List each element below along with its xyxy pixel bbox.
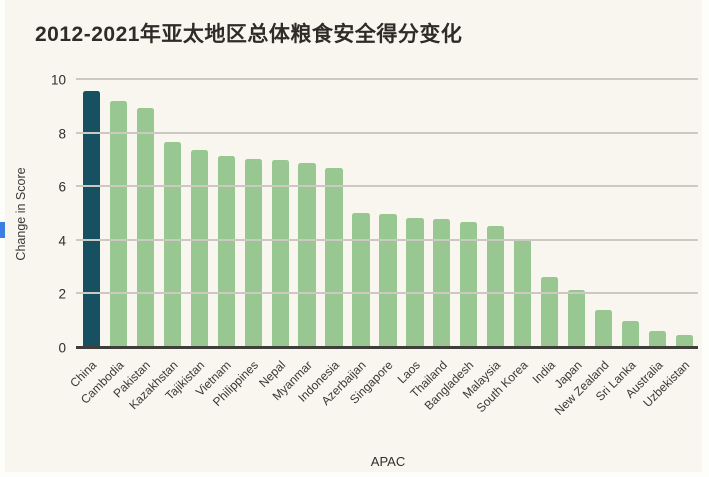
bar-china bbox=[82, 90, 101, 348]
bar-slot-pakistan bbox=[132, 80, 159, 348]
bar-sri-lanka bbox=[621, 321, 640, 348]
bar-thailand bbox=[433, 219, 451, 348]
y-tick-label-2: 2 bbox=[58, 286, 66, 302]
bar-singapore bbox=[379, 214, 397, 348]
left-edge-blue-artifact bbox=[0, 222, 5, 238]
bar-slot-malaysia bbox=[482, 80, 509, 348]
chart-title: 2012-2021年亚太地区总体粮食安全得分变化 bbox=[35, 23, 463, 46]
bar-cambodia bbox=[109, 101, 128, 348]
bar-slot-kazakhstan bbox=[159, 80, 186, 348]
bar-indonesia bbox=[325, 168, 343, 348]
bar-nepal bbox=[271, 160, 289, 348]
y-tick-label-0: 0 bbox=[58, 340, 66, 356]
bar-slot-indonesia bbox=[321, 80, 348, 348]
bar-slot-japan bbox=[563, 80, 590, 348]
bar-slot-south-korea bbox=[509, 80, 536, 348]
x-axis-baseline bbox=[76, 346, 698, 349]
bar-slot-nepal bbox=[267, 80, 294, 348]
bar-tajikistan bbox=[190, 149, 208, 348]
bar-laos bbox=[406, 218, 424, 348]
bar-myanmar bbox=[298, 163, 316, 348]
bar-slot-myanmar bbox=[294, 80, 321, 348]
bar-new-zealand bbox=[594, 310, 613, 348]
bar-azerbaijan bbox=[352, 212, 370, 348]
y-tick-label-4: 4 bbox=[58, 233, 66, 249]
bar-india bbox=[541, 276, 559, 348]
bar-philippines bbox=[244, 159, 262, 348]
bar-slot-vietnam bbox=[213, 80, 240, 348]
bar-slot-philippines bbox=[240, 80, 267, 348]
bar-slot-cambodia bbox=[105, 80, 132, 348]
bar-slot-sri-lanka bbox=[617, 80, 644, 348]
bar-bangladesh bbox=[460, 222, 478, 348]
gridline-6 bbox=[76, 185, 698, 188]
x-axis-title: APAC bbox=[370, 454, 406, 469]
bar-slot-new-zealand bbox=[590, 80, 617, 348]
screenshot-left-margin bbox=[0, 0, 5, 477]
gridline-2 bbox=[76, 292, 698, 295]
gridline-4 bbox=[76, 238, 698, 241]
bar-slot-tajikistan bbox=[186, 80, 213, 348]
bar-slot-laos bbox=[401, 80, 428, 348]
bar-uzbekistan bbox=[675, 334, 694, 348]
bar-slot-uzbekistan bbox=[671, 80, 698, 348]
bars-container bbox=[78, 80, 698, 348]
bar-malaysia bbox=[487, 226, 505, 348]
screenshot-bottom-margin bbox=[0, 472, 709, 477]
plot-area: 0 2 4 6 8 10 bbox=[51, 73, 698, 356]
bar-slot-singapore bbox=[374, 80, 401, 348]
y-tick-label-6: 6 bbox=[58, 179, 66, 195]
bar-kazakhstan bbox=[163, 141, 181, 348]
screenshot-right-margin bbox=[702, 0, 709, 477]
bar-slot-bangladesh bbox=[455, 80, 482, 348]
bar-slot-thailand bbox=[428, 80, 455, 348]
gridline-8 bbox=[76, 131, 698, 134]
bar-pakistan bbox=[136, 108, 154, 348]
bar-japan bbox=[568, 290, 586, 348]
bar-slot-australia bbox=[644, 80, 671, 348]
gridline-10 bbox=[76, 78, 698, 80]
bar-australia bbox=[648, 330, 667, 348]
x-tick-labels: China Cambodia Pakistan Kazakhstan Tajikista… bbox=[67, 352, 698, 452]
bar-slot-azerbaijan bbox=[348, 80, 375, 348]
bar-slot-china bbox=[78, 80, 105, 348]
y-tick-label-8: 8 bbox=[58, 126, 66, 142]
y-tick-label-10: 10 bbox=[50, 72, 66, 88]
bar-slot-india bbox=[536, 80, 563, 348]
bar-vietnam bbox=[217, 156, 235, 348]
y-axis-title: Change in Score bbox=[14, 167, 28, 261]
